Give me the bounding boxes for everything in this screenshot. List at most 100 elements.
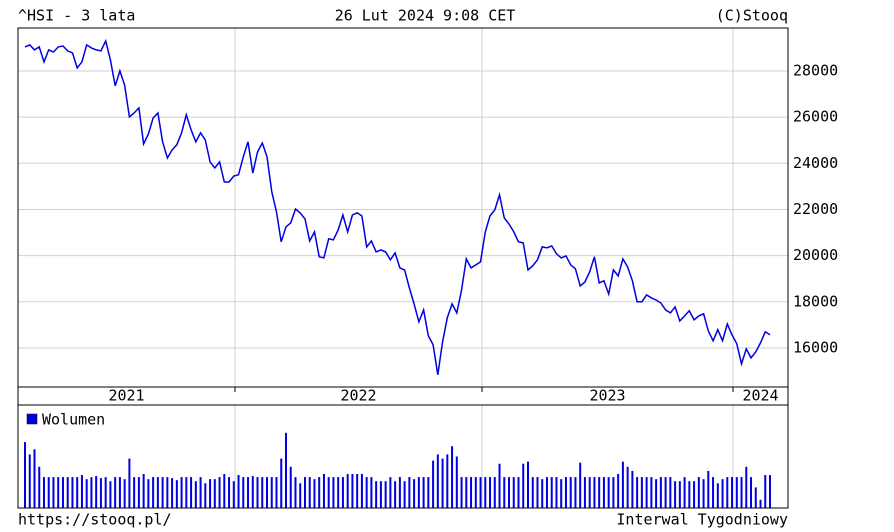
- volume-bar: [512, 477, 515, 508]
- volume-bar: [683, 477, 686, 508]
- y-tick-label: 20000: [793, 246, 838, 264]
- volume-bar: [284, 432, 287, 508]
- volume-bar: [375, 481, 378, 508]
- footer-url: https://stooq.pl/: [18, 511, 172, 529]
- y-tick-label: 24000: [793, 154, 838, 172]
- volume-bar: [351, 474, 354, 508]
- volume-bar: [360, 474, 363, 508]
- volume-bar: [365, 477, 368, 508]
- volume-bar: [204, 483, 207, 508]
- volume-bar: [337, 477, 340, 508]
- x-tick-label: 2023: [589, 387, 625, 405]
- volume-bar: [489, 477, 492, 508]
- volume-bar: [294, 477, 297, 508]
- volume-bar: [194, 481, 197, 508]
- volume-bar: [171, 478, 174, 508]
- volume-bar: [451, 446, 454, 508]
- volume-bar: [199, 477, 202, 508]
- volume-bar: [735, 477, 738, 508]
- volume-bar: [508, 477, 511, 508]
- volume-bar: [137, 477, 140, 508]
- volume-bar: [441, 458, 444, 508]
- chart-date: 26 Lut 2024 9:08 CET: [335, 7, 516, 25]
- volume-bar: [118, 477, 121, 508]
- volume-bar: [631, 470, 634, 508]
- volume-bar: [408, 477, 411, 508]
- y-tick-label: 16000: [793, 338, 838, 356]
- chart-source: (C)Stooq: [716, 7, 788, 25]
- volume-bar: [569, 477, 572, 508]
- volume-frame: [17, 404, 789, 509]
- volume-bar: [379, 481, 382, 508]
- volume-bar: [550, 477, 553, 508]
- volume-bar: [693, 481, 696, 508]
- volume-bar: [242, 477, 245, 508]
- volume-bar: [57, 477, 60, 508]
- volume-bar: [256, 477, 259, 508]
- volume-bar: [555, 477, 558, 508]
- volume-bar: [678, 481, 681, 508]
- volume-bar: [612, 477, 615, 508]
- volume-bar: [389, 477, 392, 508]
- volume-bar: [80, 475, 83, 508]
- volume-bar: [446, 454, 449, 508]
- volume-legend-label: Wolumen: [42, 411, 105, 429]
- volume-bar: [299, 483, 302, 508]
- volume-bar: [659, 477, 662, 508]
- volume-bar: [650, 477, 653, 508]
- x-tick-label: 2021: [108, 387, 144, 405]
- volume-bar: [560, 479, 563, 508]
- volume-bar: [636, 477, 639, 508]
- volume-bar: [522, 463, 525, 508]
- volume-bar: [289, 466, 292, 508]
- volume-bar: [702, 479, 705, 508]
- volume-bar: [76, 477, 79, 508]
- volume-legend-swatch: [26, 413, 38, 425]
- volume-bar: [52, 477, 55, 508]
- volume-bar: [42, 477, 45, 508]
- volume-bar: [370, 477, 373, 508]
- volume-bar: [740, 477, 743, 508]
- volume-bar: [109, 481, 112, 508]
- volume-bar: [166, 477, 169, 508]
- volume-bar: [398, 477, 401, 508]
- volume-bar: [133, 477, 136, 508]
- volume-bar: [332, 477, 335, 508]
- volume-bar: [247, 477, 250, 508]
- volume-bar: [536, 477, 539, 508]
- volume-bar: [213, 479, 216, 508]
- volume-bar: [697, 477, 700, 508]
- volume-bar: [764, 475, 767, 508]
- volume-bar: [85, 479, 88, 508]
- volume-bar: [427, 477, 430, 508]
- volume-bar: [745, 466, 748, 508]
- volume-bar: [436, 454, 439, 508]
- y-tick-label: 22000: [793, 200, 838, 218]
- volume-bar: [261, 477, 264, 508]
- volume-bar: [602, 477, 605, 508]
- volume-bar: [218, 477, 221, 508]
- volume-bar: [114, 477, 117, 508]
- volume-bar: [251, 476, 254, 508]
- volume-bar: [484, 477, 487, 508]
- volume-bar: [564, 477, 567, 508]
- volume-bar: [664, 477, 667, 508]
- volume-bar: [617, 474, 620, 508]
- volume-bar: [266, 477, 269, 508]
- volume-bar: [674, 481, 677, 508]
- volume-bar: [232, 481, 235, 508]
- volume-bar: [280, 458, 283, 508]
- volume-bar: [237, 475, 240, 508]
- volume-bar: [90, 477, 93, 508]
- volume-bar: [541, 479, 544, 508]
- volume-bar: [460, 477, 463, 508]
- volume-bar: [303, 477, 306, 508]
- volume-bar: [142, 474, 145, 508]
- volume-bar: [185, 477, 188, 508]
- volume-bar: [688, 481, 691, 508]
- volume-bar: [531, 477, 534, 508]
- volume-bar: [308, 477, 311, 508]
- volume-bar: [327, 477, 330, 508]
- volume-bar: [47, 477, 50, 508]
